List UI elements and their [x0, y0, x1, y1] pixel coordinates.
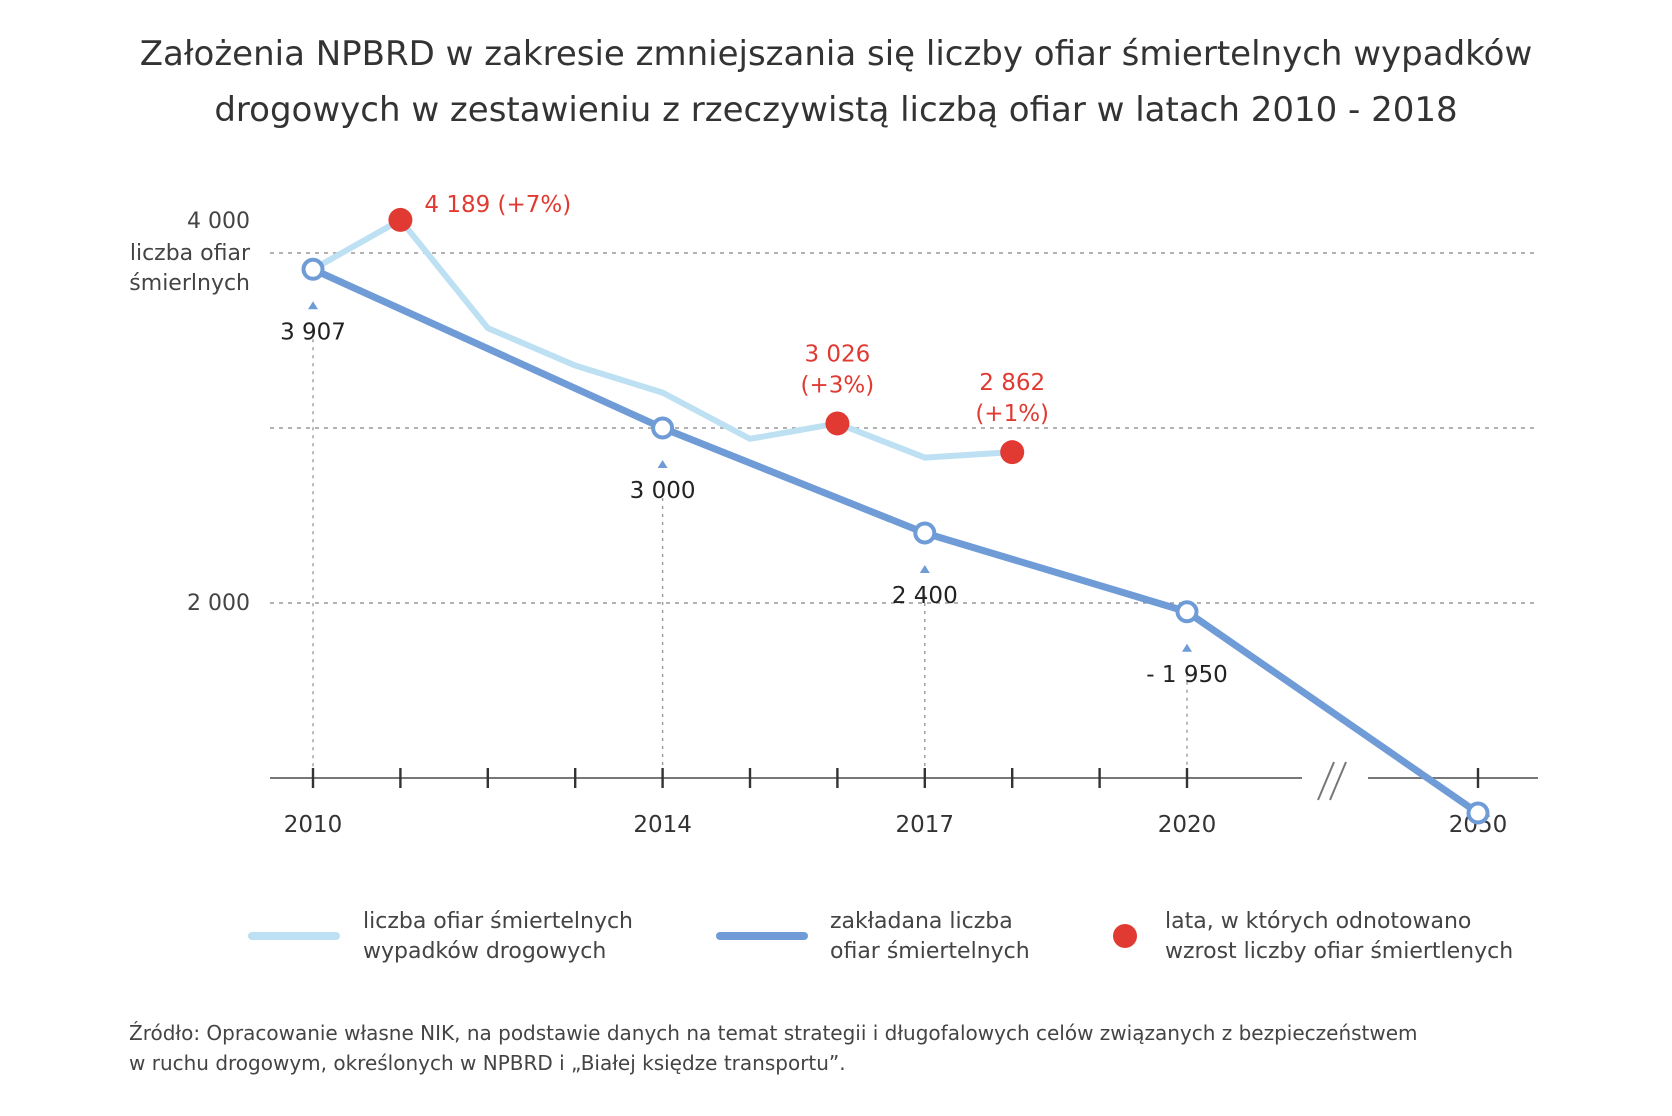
legend-planned-label-line-1: zakładana liczba — [830, 909, 1013, 934]
increase-label-2018-line-2: (+1%) — [975, 401, 1049, 427]
legend-actual-label-line-2: wypadków drogowych — [363, 939, 607, 964]
chart-title: Założenia NPBRD w zakresie zmniejszania … — [0, 26, 1672, 138]
source-note-line-2: w ruchu drogowym, określonych w NPBRD i … — [129, 1051, 846, 1075]
planned-label-marker-2017 — [919, 565, 930, 573]
source-note: Źródło: Opracowanie własne NIK, na podst… — [129, 1018, 1569, 1078]
x-tick-label-2017: 2017 — [896, 812, 955, 838]
increase-point-2018 — [1000, 440, 1025, 465]
planned-point-2020 — [1175, 600, 1199, 624]
legend-actual-label-line-1: liczba ofiar śmiertelnych — [363, 909, 634, 934]
planned-label-marker-2010 — [308, 301, 318, 310]
x-tick-label-2014: 2014 — [633, 812, 692, 838]
x-tick-label-2010: 2010 — [284, 812, 343, 838]
planned-value-label-2010: 3 907 — [280, 319, 346, 345]
legend-planned-line — [716, 932, 808, 940]
x-tick-label-2020: 2020 — [1158, 812, 1217, 838]
legend-actual-label: liczba ofiar śmiertelnych wypadków drogo… — [363, 907, 723, 967]
planned-point-2017 — [913, 521, 937, 545]
increase-label-2018-line-1: 2 862 — [979, 370, 1045, 396]
legend-increase-dot — [1113, 924, 1137, 948]
chart-title-line-1: Założenia NPBRD w zakresie zmniejszania … — [139, 34, 1533, 74]
legend-planned-label: zakładana liczba ofiar śmiertelnych — [830, 907, 1190, 967]
increase-label-2016-line-1: 3 026 — [804, 341, 870, 367]
axis-break-mark-1 — [1317, 761, 1335, 801]
planned-value-label-2020: - 1 950 — [1146, 662, 1227, 688]
legend-increase-label-line-2: wzrost liczby ofiar śmiertlenych — [1165, 939, 1514, 964]
planned-label-marker-2020 — [1182, 643, 1192, 652]
y-axis-label-line-2: śmierlnych — [129, 271, 250, 296]
y-tick-label-0: 4 000 — [187, 209, 250, 234]
planned-value-label-2017: 2 400 — [892, 583, 958, 609]
legend-increase-label-line-1: lata, w których odnotowano — [1165, 909, 1472, 934]
legend-increase-label: lata, w których odnotowano wzrost liczby… — [1165, 907, 1585, 967]
increase-label-2011: 4 189 (+7%) — [424, 192, 571, 218]
y-tick-label-1: 2 000 — [187, 591, 250, 616]
planned-point-2014 — [651, 416, 675, 440]
planned-label-marker-2014 — [657, 460, 668, 468]
increase-point-2011 — [388, 207, 413, 232]
planned-point-2010 — [301, 257, 325, 281]
increase-point-2016 — [825, 411, 850, 436]
increase-label-2016-line-2: (+3%) — [801, 372, 875, 398]
chart-title-line-2: drogowych w zestawieniu z rzeczywistą li… — [214, 90, 1458, 130]
planned-point-2050 — [1466, 801, 1490, 825]
series-actual-line — [310, 216, 1016, 461]
axis-break-mark-2 — [1329, 761, 1347, 801]
line-chart: 4 000 2 000 liczba ofiar śmierlnych 2010 2014… — [129, 192, 1538, 838]
series-planned-line — [309, 265, 1482, 817]
source-note-line-1: Źródło: Opracowanie własne NIK, na podst… — [129, 1021, 1418, 1045]
legend-actual-line — [248, 932, 340, 940]
y-axis-label-line-1: liczba ofiar — [130, 241, 251, 266]
planned-value-label-2014: 3 000 — [630, 478, 696, 504]
legend-planned-label-line-2: ofiar śmiertelnych — [830, 939, 1030, 964]
